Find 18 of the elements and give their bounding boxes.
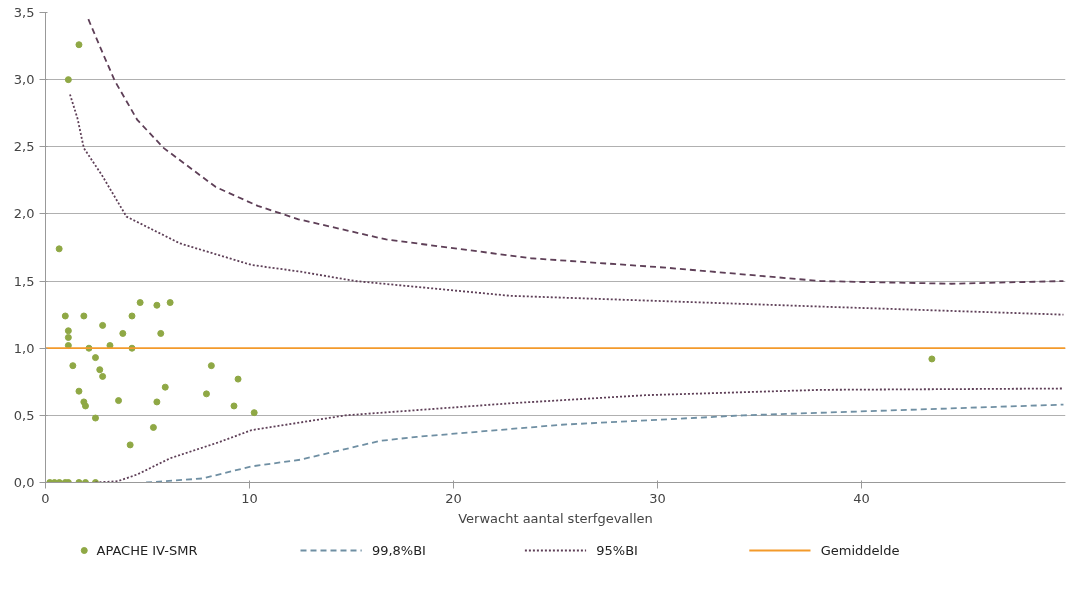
y-tick-label: 2,5 [13, 139, 35, 155]
x-tick-label: 0 [41, 490, 50, 506]
y-tick-label: 3,0 [13, 72, 35, 88]
y-tick-label: 1,0 [13, 340, 35, 356]
legend-label: APACHE IV-SMR [96, 543, 198, 558]
y-tick-label: 3,5 [13, 5, 35, 20]
x-tick-label: 30 [649, 490, 666, 506]
legend-label: Gemiddelde [820, 543, 900, 558]
x-tick-label: 20 [445, 490, 462, 506]
y-tick-label: 2,0 [13, 206, 35, 222]
y-tick-label: 1,5 [13, 273, 35, 289]
legend-label: 99,8%BI [371, 543, 426, 558]
x-axis-title: Verwacht aantal sterfgevallen [458, 510, 653, 526]
y-tick-label: 0,5 [13, 407, 35, 423]
y-tick-label: 0,0 [13, 475, 35, 490]
x-tick-label: 10 [241, 490, 258, 506]
x-tick-label: 40 [853, 490, 870, 506]
legend-label: 95%BI [596, 543, 638, 558]
